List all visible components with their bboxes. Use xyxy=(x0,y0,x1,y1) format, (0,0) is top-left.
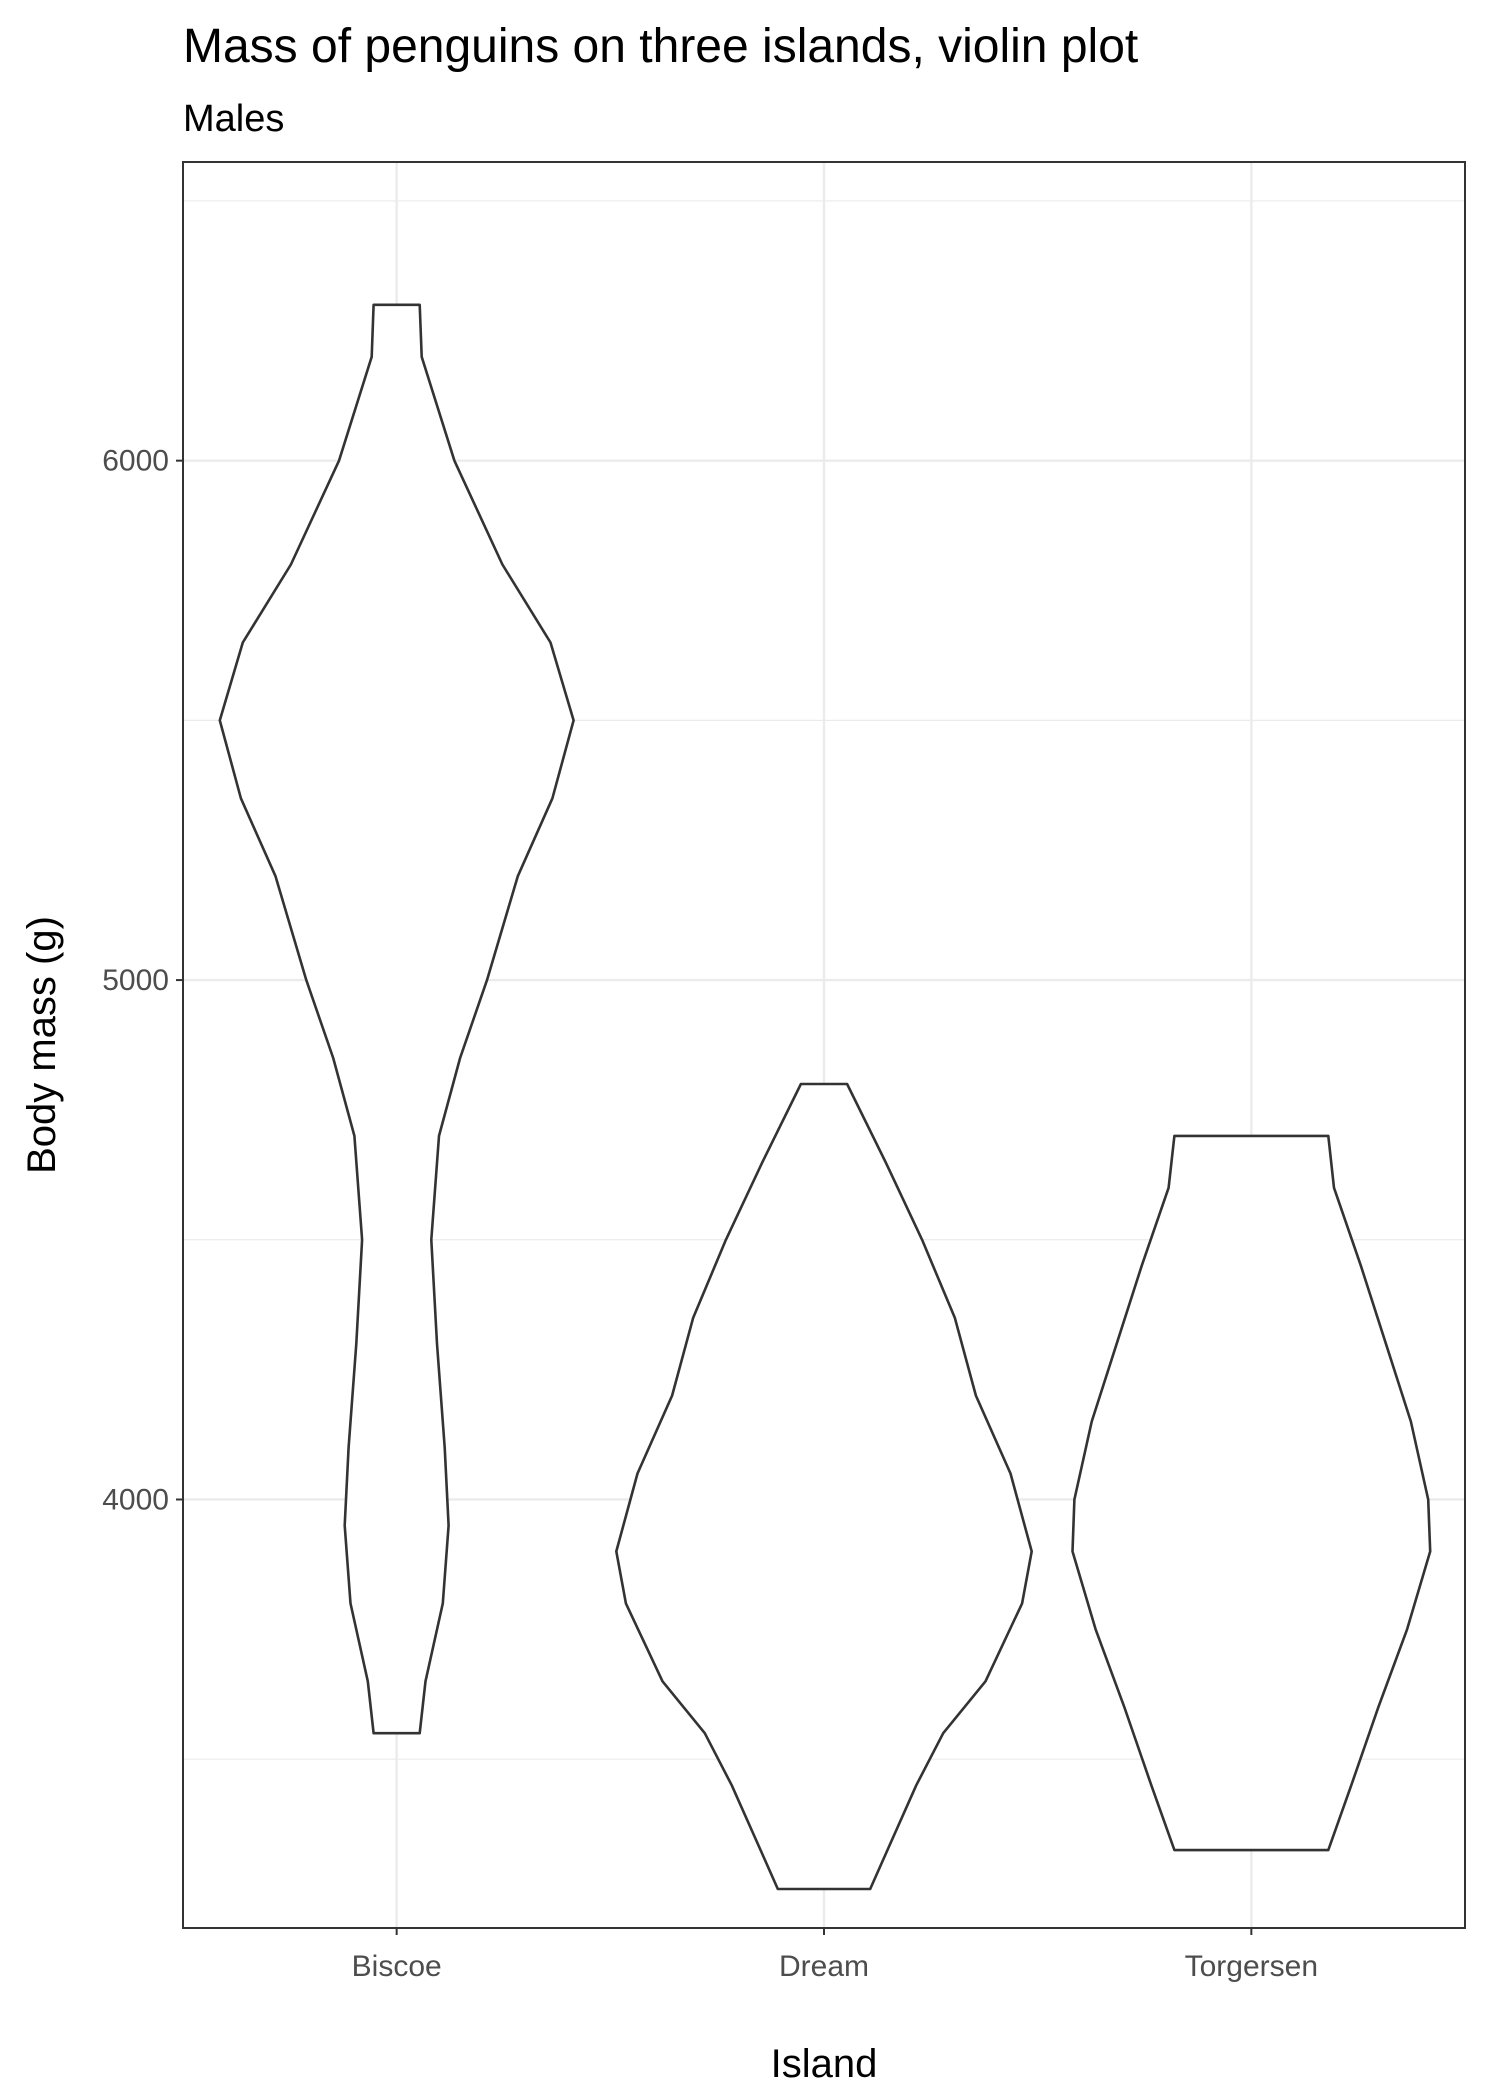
x-tick-label: Torgersen xyxy=(1185,1950,1318,1983)
violins xyxy=(218,303,1432,1891)
y-tick-label: 6000 xyxy=(102,445,169,478)
x-tick-label: Biscoe xyxy=(352,1950,442,1983)
y-tick-label: 5000 xyxy=(102,964,169,997)
y-axis-title: Body mass (g) xyxy=(20,916,64,1174)
y-tick-label: 4000 xyxy=(102,1483,169,1516)
violin-torgersen xyxy=(1071,1134,1432,1852)
x-axis: Biscoe Dream Torgersen xyxy=(352,1928,1318,1983)
violin-biscoe xyxy=(218,303,575,1735)
chart-subtitle: Males xyxy=(183,98,284,140)
x-tick-label: Dream xyxy=(779,1950,869,1983)
violin-dream xyxy=(615,1082,1033,1891)
y-axis: 4000 5000 6000 xyxy=(102,445,183,1516)
x-axis-title: Island xyxy=(771,2042,878,2086)
chart-title: Mass of penguins on three islands, violi… xyxy=(183,20,1138,73)
